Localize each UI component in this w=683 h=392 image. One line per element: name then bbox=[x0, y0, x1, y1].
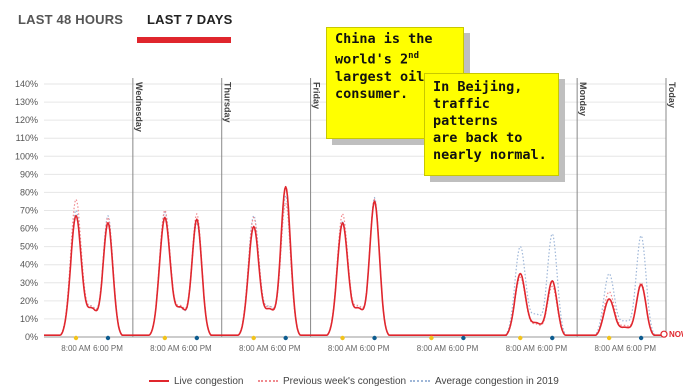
day-marker-label: Friday bbox=[312, 82, 322, 109]
daytime-dot bbox=[518, 335, 523, 341]
y-tick-label: 10% bbox=[20, 314, 38, 324]
day-marker-label: Today bbox=[667, 82, 677, 108]
nighttime-dot bbox=[105, 335, 111, 341]
legend-avg-swatch bbox=[410, 380, 430, 383]
legend-live-swatch bbox=[149, 380, 169, 383]
nighttime-dot bbox=[461, 335, 466, 341]
x-tick-label: 8:00 AM bbox=[594, 344, 624, 353]
y-tick-label: 20% bbox=[20, 296, 38, 306]
legend-live-label: Live congestion bbox=[174, 376, 244, 387]
y-tick-label: 50% bbox=[20, 242, 38, 252]
x-tick-label: 6:00 PM bbox=[271, 344, 301, 353]
now-marker bbox=[660, 330, 668, 338]
x-tick-label: 6:00 PM bbox=[93, 344, 123, 353]
callout-line: world's 2nd bbox=[335, 48, 455, 69]
x-tick-label: 6:00 PM bbox=[360, 344, 390, 353]
callout-line: consumer. bbox=[335, 85, 409, 102]
legend-live: Live congestion bbox=[149, 376, 244, 387]
y-tick-label: 110% bbox=[16, 133, 38, 143]
y-tick-label: 120% bbox=[15, 115, 38, 125]
x-tick-label: 8:00 AM bbox=[417, 344, 447, 353]
y-tick-label: 130% bbox=[15, 97, 38, 107]
callout-beijing-traffic: In Beijing, traffic patterns are back to… bbox=[424, 73, 559, 176]
nighttime-dot bbox=[283, 335, 288, 341]
x-tick-label: 6:00 PM bbox=[182, 344, 212, 353]
y-tick-label: 40% bbox=[20, 260, 38, 270]
nighttime-dot bbox=[372, 335, 377, 341]
series-average-2019 bbox=[44, 195, 666, 336]
y-tick-label: 60% bbox=[20, 224, 38, 234]
x-tick-label: 8:00 AM bbox=[328, 344, 358, 353]
daytime-dot bbox=[340, 335, 345, 341]
callout-line-text: world's 2 bbox=[335, 51, 409, 68]
legend-prev-label: Previous week's congestion bbox=[283, 376, 407, 387]
daytime-dot bbox=[429, 335, 434, 341]
callout-line: nearly normal. bbox=[433, 147, 547, 163]
callout-line: traffic patterns bbox=[433, 96, 499, 129]
x-tick-label: 8:00 AM bbox=[61, 344, 91, 353]
series-live-congestion bbox=[44, 185, 666, 336]
tab-last-7-days[interactable]: LAST 7 DAYS bbox=[147, 12, 233, 27]
daytime-dot bbox=[251, 335, 256, 341]
active-tab-underline bbox=[137, 37, 231, 43]
x-tick-label: 8:00 AM bbox=[506, 344, 536, 353]
legend-avg-label: Average congestion in 2019 bbox=[435, 376, 559, 387]
tab-last-48-hours[interactable]: LAST 48 HOURS bbox=[18, 12, 124, 27]
nighttime-dot bbox=[194, 335, 200, 341]
now-label: NOW bbox=[669, 330, 683, 339]
callout-line: In Beijing, bbox=[433, 79, 523, 95]
x-tick-label: 6:00 PM bbox=[537, 344, 567, 353]
daytime-dot bbox=[606, 335, 612, 341]
y-tick-label: 90% bbox=[20, 169, 38, 179]
legend-prev-swatch bbox=[258, 380, 278, 383]
legend-avg: Average congestion in 2019 bbox=[410, 376, 559, 387]
series-previous-week bbox=[44, 198, 666, 336]
day-marker-label: Wednesday bbox=[134, 82, 144, 132]
day-marker-label: Monday bbox=[578, 82, 588, 116]
x-tick-label: 8:00 AM bbox=[239, 344, 269, 353]
y-tick-label: 140% bbox=[15, 79, 38, 89]
callout-line: largest oil bbox=[335, 68, 425, 85]
y-tick-label: 100% bbox=[15, 151, 38, 161]
x-tick-label: 6:00 PM bbox=[449, 344, 479, 353]
daytime-dot bbox=[162, 335, 168, 341]
nighttime-dot bbox=[550, 335, 555, 341]
nighttime-dot bbox=[638, 335, 644, 341]
callout-line: are back to bbox=[433, 130, 523, 146]
y-tick-label: 0% bbox=[25, 332, 38, 342]
y-tick-label: 80% bbox=[20, 187, 38, 197]
day-marker-label: Thursday bbox=[223, 82, 233, 123]
callout-line: China is the bbox=[335, 31, 433, 47]
y-tick-label: 70% bbox=[20, 206, 38, 216]
x-tick-label: 8:00 AM bbox=[150, 344, 180, 353]
x-tick-label: 6:00 PM bbox=[626, 344, 656, 353]
y-tick-label: 30% bbox=[20, 278, 38, 288]
callout-superscript: nd bbox=[408, 51, 419, 61]
daytime-dot bbox=[73, 335, 79, 341]
legend-prev: Previous week's congestion bbox=[258, 376, 406, 387]
